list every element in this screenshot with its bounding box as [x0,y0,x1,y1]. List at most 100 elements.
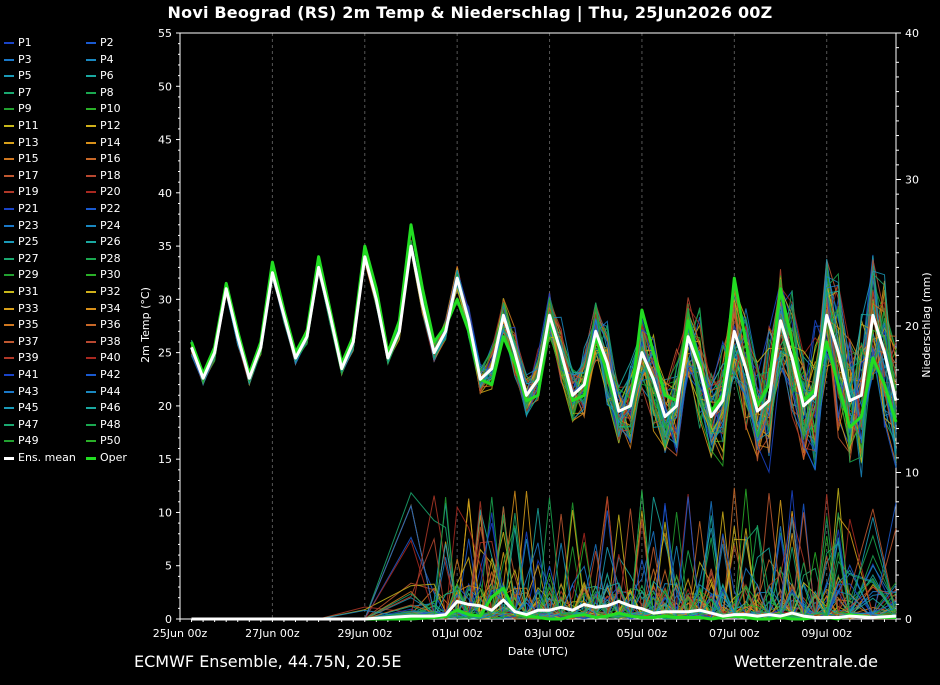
legend-item: Oper [86,451,127,465]
legend-swatch [4,307,14,310]
ens-mean-precip-line [191,598,897,621]
legend-swatch [86,357,96,360]
legend-item: P2 [86,36,114,50]
legend-label: P27 [18,251,39,265]
legend-item: P34 [86,302,121,316]
legend-swatch [86,75,96,78]
member-precip-line [191,497,897,620]
legend-swatch [86,274,96,277]
legend-item: P45 [4,401,39,415]
legend-label: P49 [18,434,39,448]
legend-label: P32 [100,285,121,298]
oper-precip-line [191,586,896,621]
legend-label: P39 [18,351,39,365]
legend-swatch [86,224,96,227]
x-axis-label: Date (UTC) [508,645,568,658]
legend-item: P31 [4,285,39,299]
x-tick-label: 29Jun 00z [338,627,393,640]
legend-swatch [86,407,96,410]
legend-swatch [4,208,14,210]
legend-swatch [86,307,96,310]
legend-swatch [4,42,14,44]
legend-label: P44 [100,384,121,398]
legend-swatch [86,208,96,210]
legend-item: P17 [4,169,39,183]
legend-item: P23 [4,219,39,233]
legend-item: P42 [86,368,121,382]
legend-swatch [4,141,14,144]
y2-tick-label: 30 [905,174,919,187]
x-tick-label: 03Jul 00z [524,627,575,640]
legend-label: P11 [18,119,39,132]
legend-item: P8 [86,86,114,100]
legend-label: P29 [18,268,39,282]
legend-swatch [4,340,14,343]
legend-label: P42 [100,368,121,381]
x-tick-label: 05Jul 00z [617,627,668,640]
y2-tick-label: 10 [905,467,919,480]
legend-swatch [4,390,14,393]
legend-item: P7 [4,86,32,100]
legend-item: P27 [4,252,39,266]
legend-item: Ens. mean [4,451,76,465]
legend-item: P6 [86,69,114,83]
legend-label: P4 [100,52,114,66]
legend-label: P9 [18,102,32,116]
legend-label: P48 [100,417,121,431]
y2-tick-label: 0 [905,613,912,626]
legend-label: P30 [100,268,121,282]
legend-label: P46 [100,401,121,415]
legend-item: P47 [4,418,39,432]
legend-swatch [4,257,14,260]
legend-item: P20 [86,185,121,199]
ensemble-members [191,239,897,621]
legend-label: P45 [18,401,39,415]
legend-item: P37 [4,335,39,349]
legend-label: P20 [100,185,121,199]
legend-swatch [86,125,96,127]
x-tick-label: 27Jun 00z [245,627,300,640]
chart-title: Novi Beograd (RS) 2m Temp & Niederschlag… [167,3,773,22]
legend-swatch [86,257,96,260]
legend-item: P25 [4,235,39,249]
legend-swatch [4,357,14,360]
footer-brand: Wetterzentrale.de [733,652,878,671]
legend-label: P23 [18,218,39,232]
y2-tick-label: 20 [905,320,919,333]
y-tick-label: 25 [158,347,172,360]
legend-label: P10 [100,102,121,116]
x-tick-label: 09Jul 00z [801,627,852,640]
legend-item: P48 [86,418,121,432]
mean-lines [190,223,898,621]
y-tick-label: 0 [165,613,172,626]
legend-item: P12 [86,119,121,133]
legend-swatch [4,174,14,177]
ens-mean-temp-line [190,244,898,419]
legend-swatch [4,108,14,111]
member-precip-line [191,490,897,620]
legend-swatch [4,291,14,293]
legend-label: P47 [18,417,39,431]
legend-item: P50 [86,434,121,448]
legend-swatch [4,75,14,78]
x-tick-label: 07Jul 00z [709,627,760,640]
legend-swatch [86,324,96,327]
legend-swatch [86,158,96,161]
legend-swatch [86,241,96,244]
legend-swatch [86,174,96,177]
legend-label: P18 [100,168,121,182]
legend-item: P16 [86,152,121,166]
legend-label: P26 [100,235,121,249]
legend-swatch [86,42,96,44]
x-tick-label: 25Jun 00z [153,627,208,640]
y-tick-label: 20 [158,400,172,413]
legend-item: P22 [86,202,121,216]
legend-label: P6 [100,69,114,83]
legend-label: P33 [18,301,39,315]
legend-label: P34 [100,301,121,315]
legend-label: P38 [100,334,121,348]
legend-swatch [4,224,14,227]
legend-swatch [4,125,14,127]
legend-label: P17 [18,168,39,182]
legend-item: P3 [4,53,32,67]
